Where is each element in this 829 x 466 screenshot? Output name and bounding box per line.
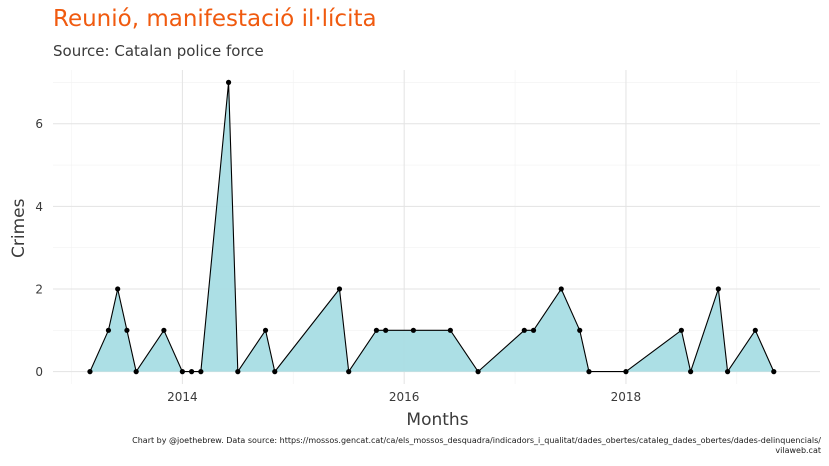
data-point <box>586 369 592 375</box>
x-axis-label: Months <box>406 410 469 430</box>
data-point <box>346 369 352 375</box>
x-tick-label: 2016 <box>389 390 420 404</box>
series-points <box>87 79 777 375</box>
data-point <box>410 327 416 333</box>
y-tick-label: 6 <box>35 117 43 131</box>
data-point <box>336 286 343 292</box>
data-point <box>521 327 527 333</box>
data-point <box>115 286 121 292</box>
data-point <box>530 327 537 333</box>
chart-title: Reunió, manifestació il·lícita <box>53 6 377 32</box>
data-point <box>724 369 731 375</box>
data-point <box>558 286 564 292</box>
y-axis-ticks: 0 2 4 6 <box>35 117 43 379</box>
data-point <box>272 369 278 375</box>
y-tick-label: 4 <box>35 200 43 214</box>
data-point <box>623 369 629 375</box>
data-point <box>577 327 583 333</box>
data-point <box>262 327 269 333</box>
x-axis-label-wrap: Months <box>0 410 829 430</box>
series-area <box>89 81 775 373</box>
data-point <box>475 369 481 375</box>
area-fill <box>89 82 774 372</box>
y-axis-label: Crimes <box>9 198 29 258</box>
data-point <box>752 327 758 333</box>
caption-source: Chart by @joethebrew. Data source: https… <box>132 436 821 445</box>
data-point <box>105 327 112 333</box>
data-point <box>678 327 684 333</box>
data-point <box>715 286 721 292</box>
chart-subtitle: Source: Catalan police force <box>53 42 264 60</box>
data-point <box>447 327 453 333</box>
data-point <box>373 327 380 333</box>
data-point <box>124 327 130 333</box>
data-point <box>179 369 185 375</box>
series-line <box>89 81 775 373</box>
y-tick-label: 2 <box>35 282 43 296</box>
data-point <box>198 369 204 375</box>
data-point <box>235 369 241 375</box>
data-point <box>133 369 139 375</box>
data-point <box>225 79 232 85</box>
data-point <box>688 369 694 375</box>
x-axis-ticks: 2014 2016 2018 <box>167 390 641 404</box>
data-point <box>87 369 93 375</box>
x-tick-label: 2014 <box>167 390 198 404</box>
data-point <box>189 369 195 375</box>
caption: Chart by @joethebrew. Data source: https… <box>61 436 821 455</box>
caption-site: vilaweb.cat <box>775 445 821 455</box>
data-point <box>161 327 167 333</box>
data-point <box>383 327 389 333</box>
x-tick-label: 2018 <box>611 390 642 404</box>
y-tick-label: 0 <box>35 365 43 379</box>
data-point <box>771 369 777 375</box>
